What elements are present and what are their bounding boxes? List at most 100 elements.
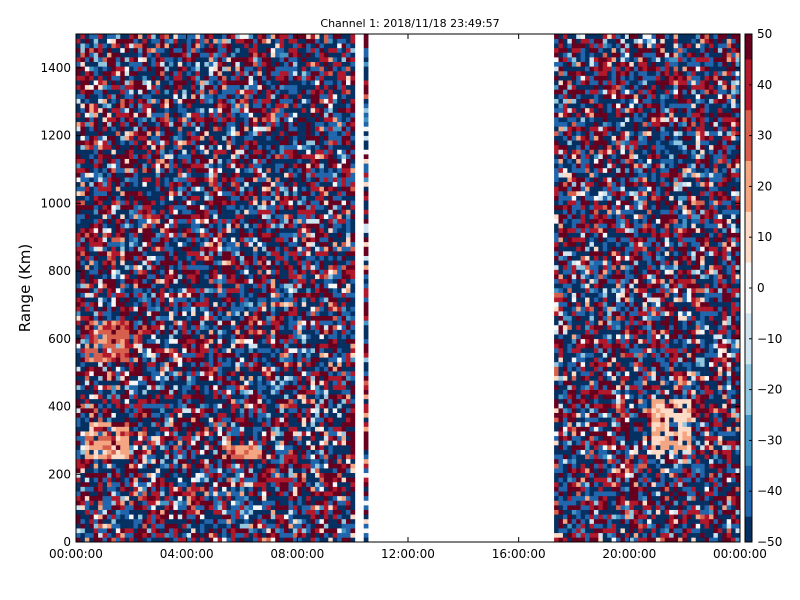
- heatmap-cell: [230, 454, 236, 460]
- heatmap-cell: [208, 537, 214, 543]
- heatmap-cell: [80, 514, 86, 520]
- heatmap-cell: [248, 352, 254, 358]
- heatmap-cell: [164, 477, 170, 483]
- heatmap-cell: [235, 209, 241, 215]
- heatmap-cell: [230, 94, 236, 99]
- heatmap-cell: [151, 177, 156, 183]
- heatmap-cell: [261, 384, 267, 390]
- heatmap-cell: [257, 477, 263, 483]
- heatmap-cell: [151, 218, 156, 224]
- heatmap-cell: [195, 412, 201, 418]
- heatmap-cell: [137, 417, 143, 423]
- heatmap-cell: [151, 458, 156, 464]
- heatmap-cell: [80, 70, 86, 76]
- heatmap-cell: [93, 126, 99, 132]
- heatmap-cell: [204, 486, 210, 492]
- heatmap-cell: [155, 421, 161, 427]
- heatmap-cell: [226, 269, 232, 275]
- heatmap-cell: [137, 338, 143, 344]
- heatmap-cell: [160, 70, 165, 76]
- heatmap-cell: [111, 495, 117, 501]
- heatmap-cell: [186, 283, 192, 289]
- heatmap-cell: [199, 532, 205, 538]
- heatmap-cell: [129, 306, 134, 312]
- heatmap-cell: [102, 334, 108, 340]
- heatmap-cell: [208, 181, 214, 187]
- heatmap-cell: [76, 403, 81, 409]
- heatmap-cell: [115, 334, 121, 340]
- heatmap-cell: [76, 528, 81, 534]
- heatmap-cell: [146, 177, 152, 183]
- heatmap-cell: [235, 477, 241, 483]
- heatmap-cell: [168, 130, 174, 136]
- heatmap-cell: [257, 486, 263, 492]
- heatmap-cell: [93, 384, 99, 390]
- heatmap-cell: [164, 80, 170, 86]
- heatmap-cell: [102, 47, 108, 53]
- heatmap-cell: [164, 241, 170, 247]
- heatmap-cell: [129, 518, 134, 524]
- heatmap-cell: [199, 315, 205, 321]
- heatmap-cell: [208, 408, 214, 413]
- heatmap-cell: [230, 204, 236, 210]
- heatmap-cell: [213, 505, 218, 510]
- heatmap-cell: [204, 500, 210, 506]
- heatmap-cell: [146, 495, 152, 501]
- heatmap-cell: [182, 491, 187, 497]
- heatmap-cell: [204, 186, 210, 192]
- heatmap-cell: [248, 163, 254, 169]
- heatmap-cell: [191, 52, 196, 58]
- heatmap-cell: [261, 477, 267, 483]
- heatmap-cell: [177, 477, 183, 483]
- heatmap-cell: [124, 94, 130, 99]
- heatmap-cell: [230, 324, 236, 330]
- heatmap-cell: [217, 380, 223, 386]
- heatmap-cell: [120, 408, 125, 413]
- heatmap-cell: [93, 528, 99, 534]
- heatmap-cell: [261, 66, 267, 72]
- heatmap-cell: [253, 237, 258, 243]
- heatmap-cell: [89, 135, 95, 141]
- heatmap-cell: [213, 288, 218, 293]
- heatmap-cell: [257, 269, 263, 275]
- heatmap-cell: [102, 463, 108, 469]
- heatmap-cell: [208, 200, 214, 206]
- heatmap-cell: [80, 505, 86, 510]
- heatmap-cell: [76, 251, 81, 256]
- heatmap-cell: [106, 57, 112, 63]
- heatmap-cell: [244, 421, 249, 427]
- heatmap-cell: [222, 103, 227, 109]
- heatmap-cell: [199, 61, 205, 67]
- heatmap-cell: [93, 301, 99, 307]
- heatmap-cell: [137, 121, 143, 127]
- heatmap-cell: [89, 98, 95, 104]
- heatmap-cell: [253, 172, 258, 178]
- heatmap-cell: [182, 61, 187, 67]
- heatmap-cell: [76, 315, 81, 321]
- heatmap-cell: [266, 89, 272, 95]
- heatmap-cell: [124, 158, 130, 164]
- heatmap-cell: [89, 449, 95, 455]
- heatmap-cell: [164, 486, 170, 492]
- heatmap-cell: [173, 440, 179, 446]
- heatmap-cell: [89, 264, 95, 270]
- heatmap-cell: [151, 329, 156, 335]
- heatmap-cell: [213, 528, 218, 534]
- heatmap-cell: [186, 311, 192, 317]
- heatmap-cell: [217, 218, 223, 224]
- heatmap-cell: [226, 491, 232, 497]
- heatmap-cell: [142, 398, 148, 404]
- heatmap-cell: [93, 34, 99, 39]
- heatmap-cell: [93, 149, 99, 155]
- heatmap-cell: [186, 366, 192, 372]
- heatmap-cell: [124, 274, 130, 280]
- heatmap-cell: [177, 371, 183, 377]
- heatmap-cell: [124, 320, 130, 326]
- heatmap-cell: [133, 84, 139, 90]
- heatmap-cell: [235, 107, 241, 113]
- heatmap-cell: [93, 481, 99, 487]
- heatmap-cell: [244, 537, 249, 543]
- heatmap-cell: [204, 274, 210, 280]
- heatmap-cell: [195, 366, 201, 372]
- heatmap-cell: [177, 288, 183, 293]
